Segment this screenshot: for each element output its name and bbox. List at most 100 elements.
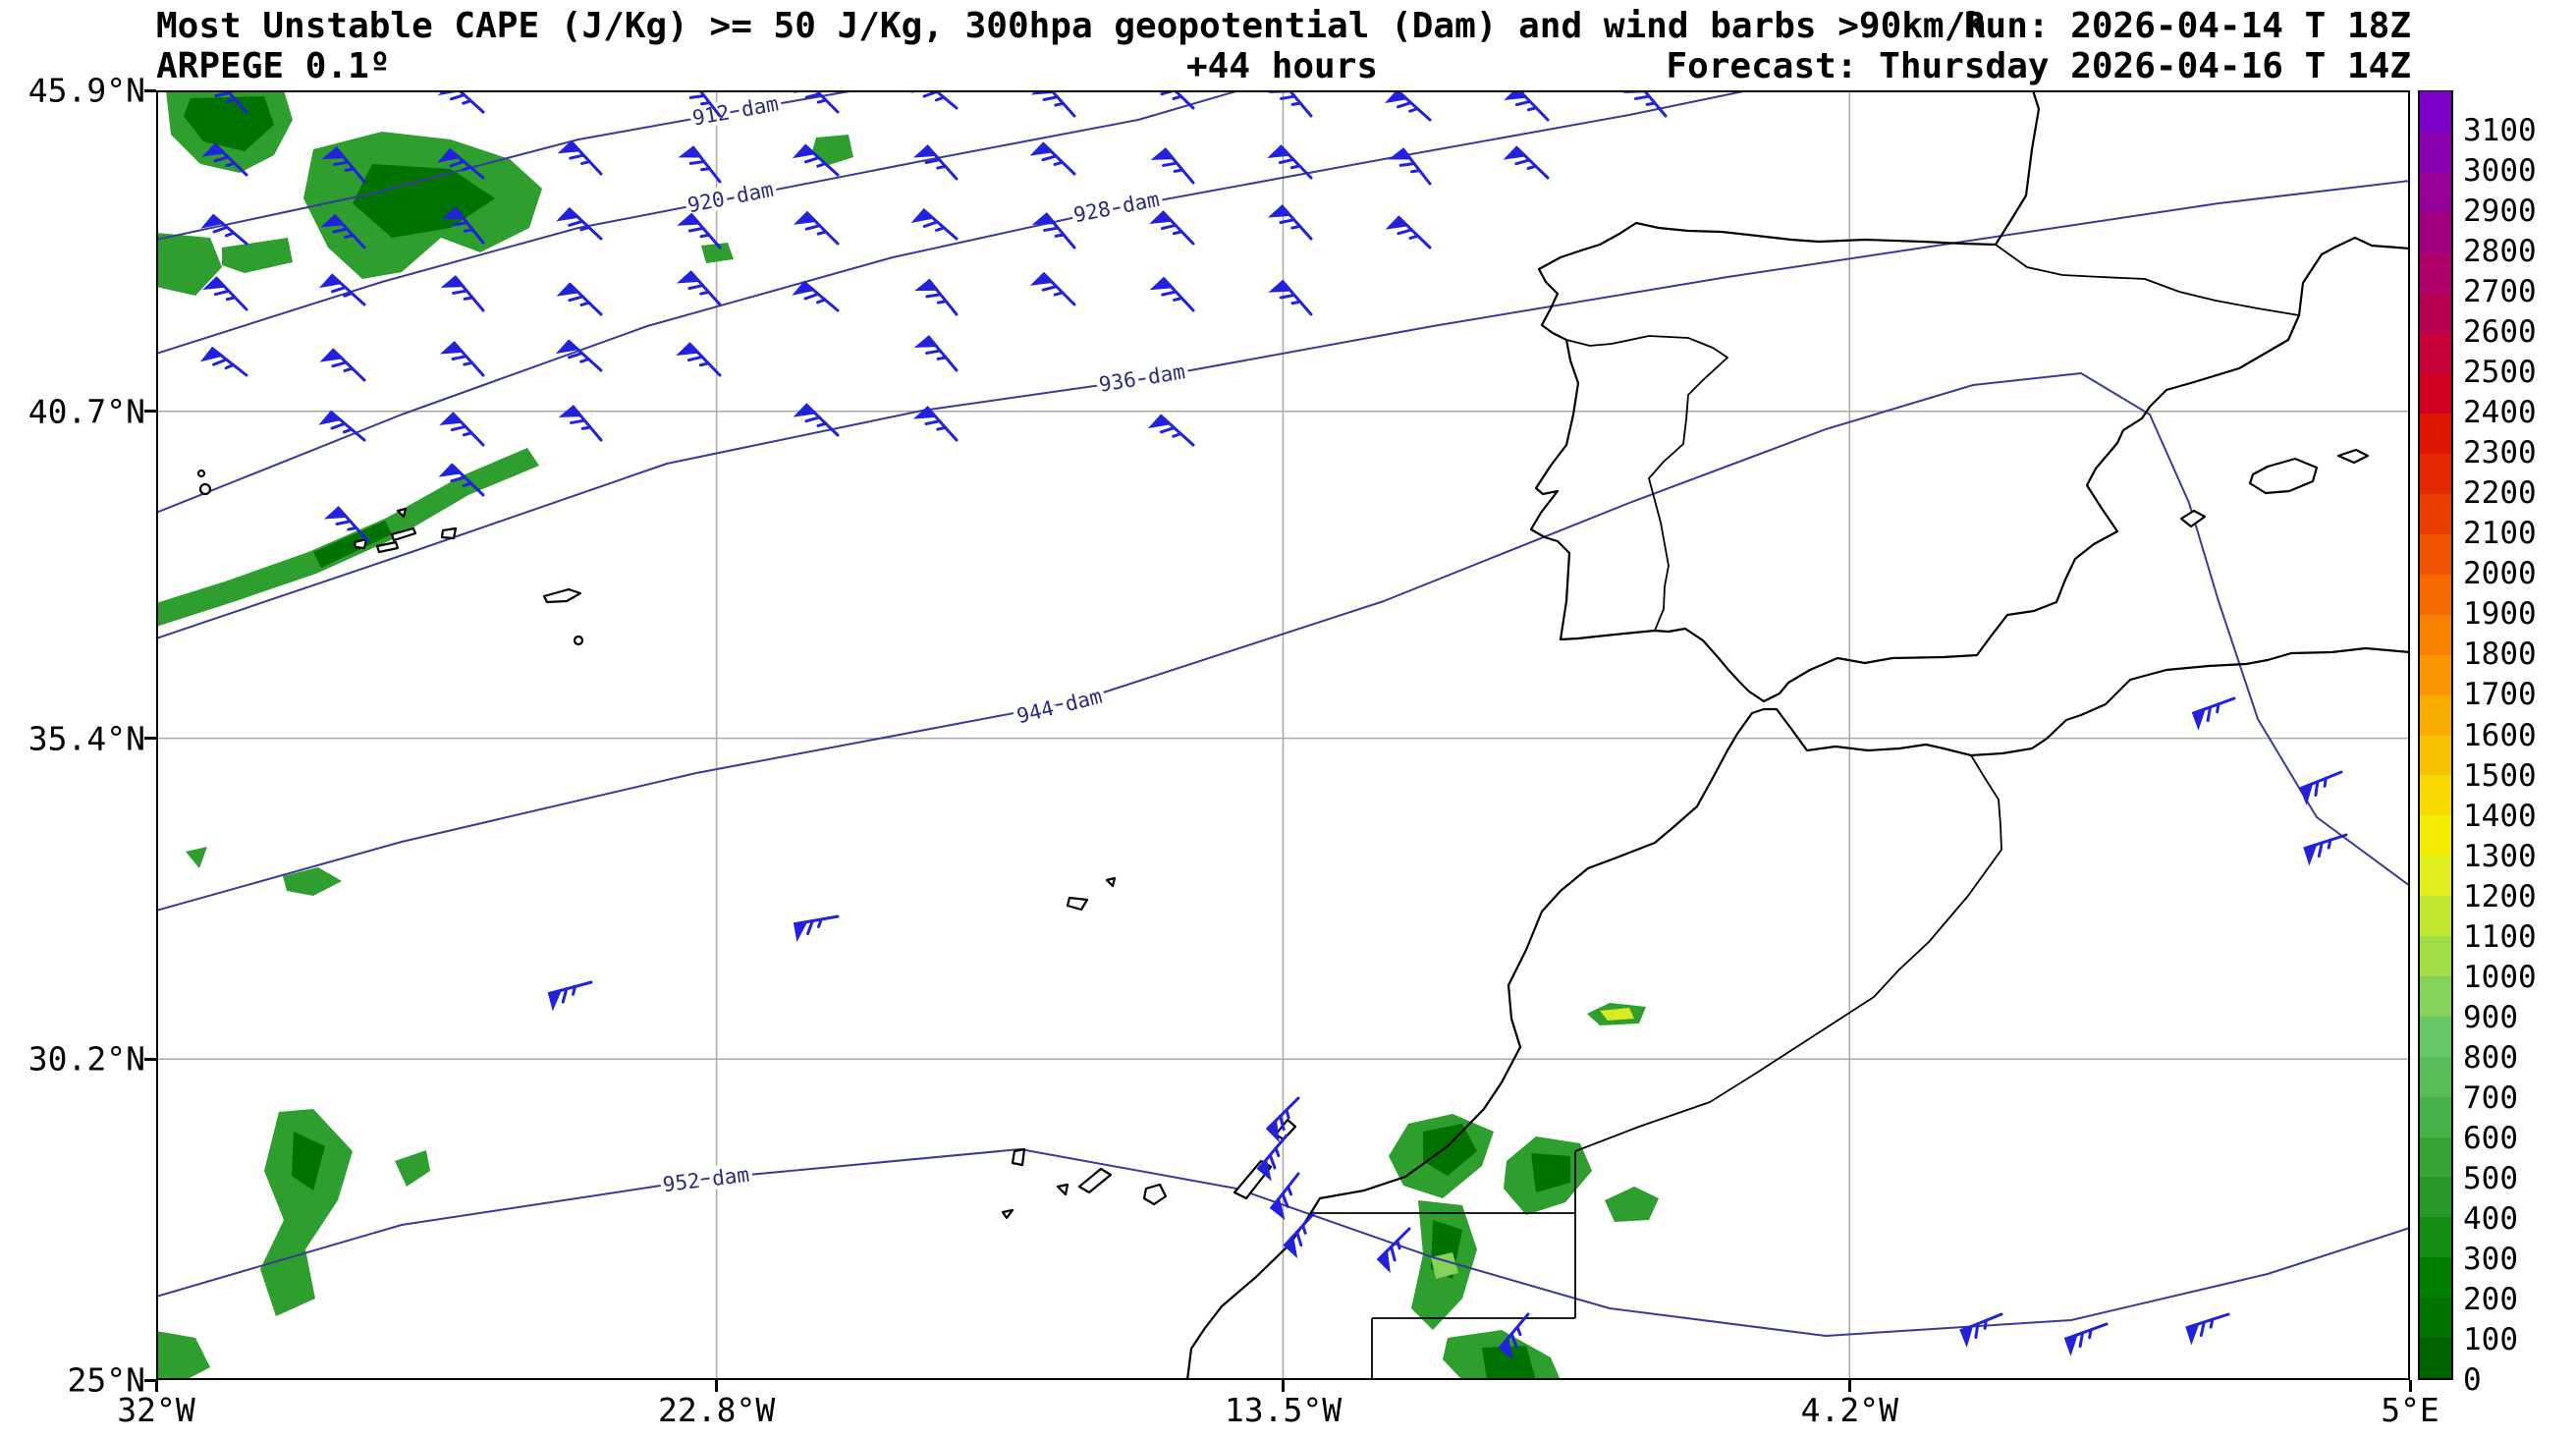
wind-barb-icon <box>1150 147 1195 185</box>
y-axis-tickmark <box>144 737 156 741</box>
y-axis-tick-label: 35.4°N <box>27 719 145 758</box>
x-axis-tickmark <box>154 1380 158 1392</box>
colorbar-segment <box>2420 1176 2451 1218</box>
wind-barb-icon <box>321 146 366 184</box>
colorbar-segment <box>2420 975 2451 1017</box>
wind-barb-icon <box>319 348 366 382</box>
colorbar-tick-label: 2100 <box>2463 516 2537 552</box>
gridlines <box>156 90 2410 1380</box>
colorbar-tick-label: 1600 <box>2463 717 2537 753</box>
wind-barb-icon <box>678 90 722 118</box>
x-axis-tick-label: 4.2°W <box>1800 1391 1898 1429</box>
wind-barb-icon <box>320 213 366 249</box>
wind-barb-icon <box>1267 204 1313 241</box>
wind-barb-icon <box>1029 141 1076 176</box>
colorbar-segment <box>2420 1056 2451 1097</box>
run-label: Run: 2026-04-14 T 18Z <box>1963 6 2411 46</box>
colorbar-tick-label: 1200 <box>2463 878 2537 914</box>
country-border <box>1995 244 2300 316</box>
wind-barb-icon <box>1498 1312 1530 1360</box>
colorbar-tick-label: 1400 <box>2463 798 2537 834</box>
wind-barb-icon <box>1376 1227 1411 1274</box>
colorbar-tick-label: 300 <box>2463 1241 2518 1277</box>
colorbar-tick-label: 2300 <box>2463 435 2537 471</box>
cape-region <box>260 1109 353 1316</box>
wind-barb-icon <box>912 406 959 442</box>
colorbar-segment <box>2420 533 2451 575</box>
x-axis-tick-label: 5°E <box>2381 1391 2439 1429</box>
wind-barb-icon <box>1029 271 1076 306</box>
colorbar-tick-label: 1900 <box>2463 596 2537 633</box>
contour-label: 928 dam <box>1071 188 1161 227</box>
wind-barb-icon <box>200 213 248 246</box>
colorbar-segment <box>2420 413 2451 455</box>
wind-barb-icon <box>202 90 248 114</box>
colorbar-tick-label: 2700 <box>2463 274 2537 310</box>
model-label: ARPEGE 0.1º <box>156 46 391 86</box>
cape-region <box>186 847 207 868</box>
colorbar-segment <box>2420 292 2451 334</box>
colorbar-tick-label: 1300 <box>2463 838 2537 874</box>
island-coastline <box>1001 1208 1014 1220</box>
country-border <box>1565 335 1728 632</box>
wind-barb-icon <box>677 212 722 249</box>
wind-barb-icon <box>1149 210 1195 246</box>
x-axis-tick-label: 22.8°W <box>657 1391 776 1429</box>
wind-barb-icon <box>1385 215 1432 249</box>
colorbar-tick-label: 900 <box>2463 999 2518 1035</box>
colorbar-tick-label: 400 <box>2463 1200 2518 1237</box>
wind-barb-icon <box>2191 696 2236 731</box>
colorbar-segment <box>2420 212 2451 253</box>
cape-region <box>1531 1153 1570 1192</box>
contour-label: 920 dam <box>685 178 775 217</box>
island-coastline <box>1142 1183 1168 1206</box>
colorbar-segment <box>2420 172 2451 213</box>
colorbar-segment <box>2420 1256 2451 1299</box>
colorbar-tick-label: 2900 <box>2463 194 2537 230</box>
wind-barb-icon <box>676 342 722 377</box>
y-axis-tick-label: 40.7°N <box>27 392 145 431</box>
wind-barb-icon <box>440 275 485 312</box>
wind-barb-icon <box>1265 1096 1300 1143</box>
y-axis-tick-label: 30.2°N <box>27 1039 145 1079</box>
cape-region <box>184 96 274 151</box>
wind-barb-icon <box>2299 770 2343 806</box>
cape-region <box>156 1331 210 1380</box>
colorbar-tick-label: 2500 <box>2463 355 2537 391</box>
island-coastline <box>1066 896 1089 912</box>
island-coastline <box>573 635 584 646</box>
geopotential-contour <box>156 1148 2410 1337</box>
cape-region <box>1600 1008 1634 1021</box>
colorbar-segment <box>2420 614 2451 655</box>
colorbar-tick-label: 700 <box>2463 1079 2518 1116</box>
geopotential-contour <box>156 180 2410 639</box>
wind-barb-icon <box>441 206 485 245</box>
y-axis-tickmark <box>144 1057 156 1061</box>
wind-barb-icon <box>1149 276 1195 312</box>
colorbar-segment <box>2420 1337 2451 1378</box>
island-coastline <box>1011 1147 1026 1167</box>
colorbar-segment <box>2420 493 2451 534</box>
wind-barb-icon <box>676 270 722 306</box>
colorbar-segment <box>2420 453 2451 495</box>
wind-barb-icon <box>792 280 840 312</box>
wind-barb-icon <box>556 282 603 316</box>
wind-barb-icon <box>557 139 603 176</box>
wind-barb-icon <box>323 506 369 542</box>
island-coastline <box>353 537 368 550</box>
wind-barb-icon <box>912 144 959 181</box>
colorbar-segment <box>2420 1216 2451 1258</box>
x-axis-tick-label: 13.5°W <box>1224 1391 1343 1429</box>
x-axis-tickmark <box>1282 1380 1285 1392</box>
colorbar-segment <box>2420 332 2451 374</box>
wind-barb-icon <box>793 914 840 942</box>
wind-barb-icon <box>792 143 840 177</box>
wind-barb-icon <box>437 90 485 114</box>
colorbar-tick-label: 1700 <box>2463 677 2537 713</box>
x-axis-tick-label: 32°W <box>117 1391 195 1429</box>
wind-barb-icon <box>1283 1211 1316 1259</box>
wind-barb-icon <box>1268 90 1313 118</box>
plot-border <box>156 90 2410 1380</box>
cape-region <box>156 233 222 296</box>
